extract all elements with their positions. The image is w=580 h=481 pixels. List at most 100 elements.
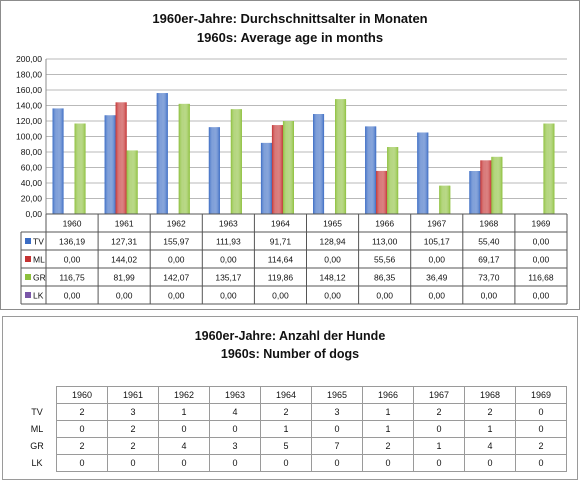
table-cell: 0 xyxy=(260,454,312,472)
bar-highlight xyxy=(208,127,220,214)
row-label: GR xyxy=(18,437,57,455)
bar-highlight xyxy=(387,147,399,214)
dogs-count-table: 1960 1961 1962 1963 1964 1965 1966 1967 1968 1969… xyxy=(18,386,567,472)
data-label: 0,00 xyxy=(324,255,341,265)
data-label: 142,07 xyxy=(163,273,189,283)
data-label: 114,64 xyxy=(268,255,294,265)
column-header: 1968 xyxy=(464,386,516,404)
table-cell: 0 xyxy=(56,454,108,472)
data-label: 135,17 xyxy=(215,273,241,283)
y-tick-label: 20,00 xyxy=(21,194,43,204)
data-label: 86,35 xyxy=(374,273,396,283)
table-cell: 1 xyxy=(464,420,516,438)
table-corner xyxy=(18,386,57,404)
data-label: 81,99 xyxy=(114,273,136,283)
column-header: 1961 xyxy=(107,386,159,404)
data-label: 55,40 xyxy=(478,237,500,247)
data-label: 127,31 xyxy=(111,237,137,247)
legend-label-ml: ML xyxy=(33,255,45,265)
bar-highlight xyxy=(439,185,451,214)
dogs-table-subtitle: 1960s: Number of dogs xyxy=(220,347,360,361)
bar-highlight xyxy=(335,99,347,214)
data-label: 0,00 xyxy=(428,291,445,301)
data-label: 73,70 xyxy=(478,273,500,283)
column-header: 1965 xyxy=(311,386,363,404)
data-label: 36,49 xyxy=(426,273,448,283)
table-cell: 1 xyxy=(413,437,465,455)
data-label: 69,17 xyxy=(478,255,500,265)
data-label: 128,94 xyxy=(320,237,346,247)
table-cell: 0 xyxy=(362,454,414,472)
column-header: 1969 xyxy=(515,386,567,404)
data-label: 0,00 xyxy=(533,291,550,301)
bar-highlight xyxy=(260,142,272,214)
column-header: 1964 xyxy=(260,386,312,404)
x-tick-label: 1964 xyxy=(271,219,290,229)
column-header: 1966 xyxy=(362,386,414,404)
table-cell: 0 xyxy=(311,420,363,438)
table-cell: 1 xyxy=(362,403,414,421)
x-tick-label: 1967 xyxy=(427,219,446,229)
table-cell: 2 xyxy=(107,437,159,455)
x-tick-label: 1969 xyxy=(531,219,550,229)
table-row: ML 0 2 0 0 1 0 1 0 1 0 xyxy=(18,420,567,438)
x-tick-label: 1960 xyxy=(63,219,82,229)
column-header: 1960 xyxy=(56,386,108,404)
bar-highlight xyxy=(365,126,377,214)
age-chart-panel: 1960er-Jahre: Durchschnittsalter in Mona… xyxy=(0,0,580,310)
table-cell: 0 xyxy=(413,420,465,438)
table-cell: 3 xyxy=(107,403,159,421)
data-label: 55,56 xyxy=(374,255,396,265)
table-row: TV 2 3 1 4 2 3 1 2 2 0 xyxy=(18,403,567,421)
table-cell: 1 xyxy=(362,420,414,438)
data-label: 0,00 xyxy=(272,291,289,301)
column-header: 1962 xyxy=(158,386,210,404)
x-tick-label: 1968 xyxy=(479,219,498,229)
table-row: GR 2 2 4 3 5 7 2 1 4 2 xyxy=(18,437,567,455)
x-tick-label: 1961 xyxy=(115,219,134,229)
row-label: TV xyxy=(18,403,57,421)
bar-highlight xyxy=(313,114,325,214)
bar-highlight xyxy=(282,121,294,214)
y-tick-label: 80,00 xyxy=(21,147,43,157)
table-cell: 0 xyxy=(413,454,465,472)
bar-highlight xyxy=(52,108,64,214)
legend-key-lk xyxy=(25,292,31,298)
table-cell: 2 xyxy=(464,403,516,421)
bar-highlight xyxy=(104,115,116,214)
table-cell: 0 xyxy=(464,454,516,472)
table-cell: 2 xyxy=(413,403,465,421)
data-label: 148,12 xyxy=(320,273,346,283)
data-label: 0,00 xyxy=(376,291,393,301)
legend-label-lk: LK xyxy=(33,291,44,301)
data-label: 136,19 xyxy=(59,237,85,247)
data-label: 0,00 xyxy=(220,255,237,265)
data-label: 0,00 xyxy=(428,255,445,265)
x-tick-label: 1963 xyxy=(219,219,238,229)
x-tick-label: 1962 xyxy=(167,219,186,229)
y-tick-label: 60,00 xyxy=(21,163,43,173)
table-cell: 2 xyxy=(362,437,414,455)
y-tick-label: 120,00 xyxy=(16,116,42,126)
bar-highlight xyxy=(271,125,283,214)
bar-highlight xyxy=(543,123,555,214)
dogs-table-panel: 1960er-Jahre: Anzahl der Hunde 1960s: Nu… xyxy=(2,316,578,480)
data-label: 0,00 xyxy=(533,237,550,247)
data-label: 0,00 xyxy=(116,291,133,301)
table-cell: 3 xyxy=(311,403,363,421)
table-cell: 4 xyxy=(158,437,210,455)
data-label: 0,00 xyxy=(481,291,498,301)
x-tick-label: 1966 xyxy=(375,219,394,229)
table-cell: 2 xyxy=(56,437,108,455)
y-tick-label: 160,00 xyxy=(16,85,42,95)
table-cell: 2 xyxy=(260,403,312,421)
table-cell: 0 xyxy=(56,420,108,438)
y-tick-label: 100,00 xyxy=(16,132,42,142)
table-cell: 0 xyxy=(311,454,363,472)
data-label: 116,68 xyxy=(528,273,554,283)
table-cell: 2 xyxy=(515,437,567,455)
bar-highlight xyxy=(480,160,492,214)
table-cell: 0 xyxy=(515,420,567,438)
legend-label-gr: GR xyxy=(33,273,46,283)
age-chart-title: 1960er-Jahre: Durchschnittsalter in Mona… xyxy=(152,11,428,26)
